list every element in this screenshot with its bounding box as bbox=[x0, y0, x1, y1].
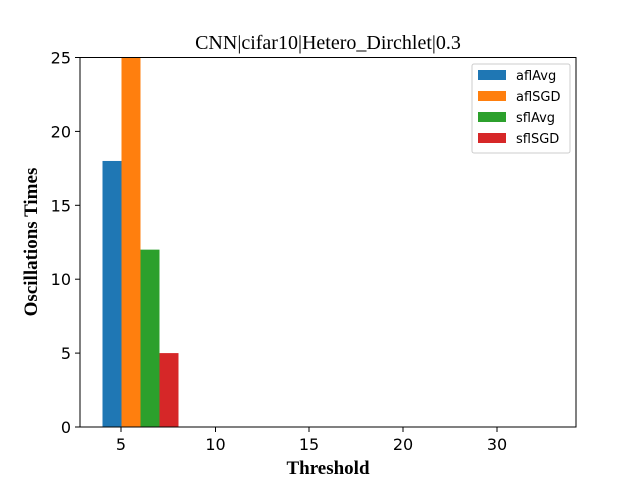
x-axis-ticks: 5 10 15 20 30 bbox=[116, 427, 507, 454]
y-tick-label: 25 bbox=[51, 49, 71, 68]
plot-area-frame bbox=[79, 57, 577, 428]
bar-sflAvg-5 bbox=[140, 249, 160, 427]
y-tick-label: 15 bbox=[51, 196, 71, 215]
y-tick-label: 5 bbox=[61, 344, 71, 363]
bars-group bbox=[102, 57, 179, 427]
bar-aflSGD-5 bbox=[121, 57, 141, 427]
x-tick-label: 30 bbox=[487, 435, 507, 454]
y-tick-label: 20 bbox=[51, 122, 71, 141]
bar-sflSGD-5 bbox=[159, 353, 179, 427]
x-tick-label: 15 bbox=[299, 435, 319, 454]
y-axis-label: Oscillations Times bbox=[21, 168, 42, 317]
y-tick-label: 0 bbox=[61, 418, 71, 437]
legend-label-sflSGD: sflSGD bbox=[516, 132, 559, 147]
legend-label-sflAvg: sflAvg bbox=[516, 111, 555, 126]
bar-aflAvg-5 bbox=[102, 160, 122, 427]
legend-label-aflSGD: aflSGD bbox=[516, 90, 561, 105]
y-axis-ticks: 0 5 10 15 20 25 bbox=[51, 49, 80, 437]
chart-title: CNN|cifar10|Hetero_Dirchlet|0.3 bbox=[195, 32, 461, 54]
x-tick-label: 5 bbox=[116, 435, 126, 454]
legend-swatch-aflAvg bbox=[478, 70, 506, 80]
legend-swatch-aflSGD bbox=[478, 91, 506, 101]
x-tick-label: 10 bbox=[205, 435, 225, 454]
legend-swatch-sflAvg bbox=[478, 112, 506, 122]
legend-frame bbox=[471, 63, 571, 154]
legend-swatch-sflSGD bbox=[478, 133, 506, 143]
x-axis-label: Threshold bbox=[286, 458, 370, 479]
x-tick-label: 20 bbox=[393, 435, 413, 454]
y-tick-label: 10 bbox=[51, 270, 71, 289]
legend-label-aflAvg: aflAvg bbox=[516, 69, 556, 84]
legend: aflAvg aflSGD sflAvg sflSGD bbox=[471, 63, 571, 154]
